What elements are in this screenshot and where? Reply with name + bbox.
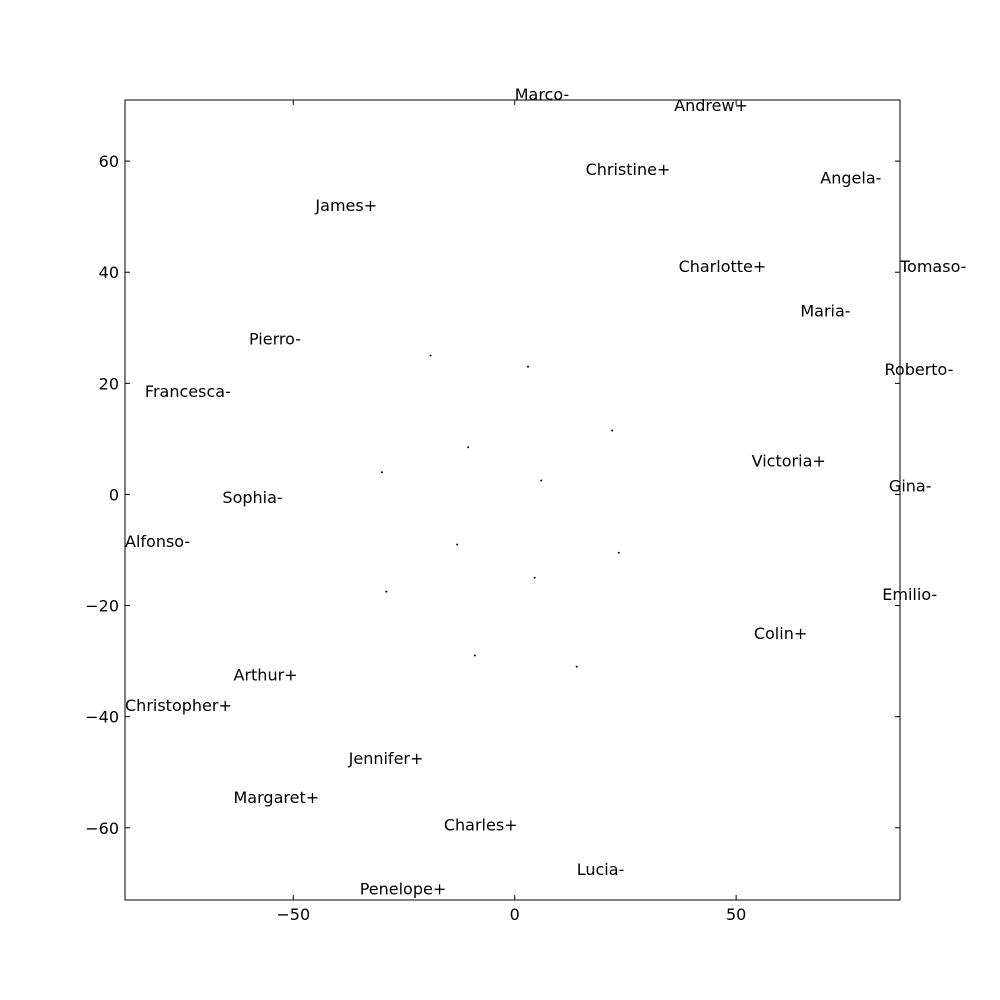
scatter-point (473, 654, 476, 657)
scatter-point (540, 479, 543, 482)
point-label: Emilio- (882, 585, 937, 604)
point-label: Colin+ (754, 624, 807, 643)
point-label: Victoria+ (752, 452, 826, 471)
scatter-point (575, 665, 578, 668)
point-label: Christopher+ (125, 696, 232, 715)
scatter-point (617, 551, 620, 554)
scatter-point (385, 590, 388, 593)
point-label: Arthur+ (234, 666, 298, 685)
x-tick-label: 0 (510, 905, 520, 924)
point-label: Angela- (820, 168, 881, 187)
y-tick-label: 0 (109, 485, 119, 504)
plot-area (125, 100, 900, 900)
ticks-layer: −50 0 50 −60 −40 −20 0 20 40 60 (85, 100, 900, 924)
scatter-point (429, 354, 432, 357)
scatter-point (527, 365, 529, 368)
scatter-point (467, 446, 470, 449)
point-label: Christine+ (586, 160, 671, 179)
labels-layer: Marco- Andrew+ Christine+ Angela- James+ Char… (125, 85, 966, 898)
y-tick-label: 60 (99, 152, 119, 171)
point-label: James+ (314, 196, 377, 215)
point-label: Sophia- (222, 488, 282, 507)
point-label: Charlotte+ (679, 257, 767, 276)
y-tick-label: −60 (85, 819, 119, 838)
point-label: Tomaso- (899, 257, 966, 276)
point-label: Marco- (515, 85, 570, 104)
plot-frame (124, 99, 901, 901)
y-tick-label: −20 (85, 597, 119, 616)
point-label: Margaret+ (234, 788, 320, 807)
scatter-point (611, 429, 614, 432)
point-label: Penelope+ (360, 879, 447, 898)
scatter-point (533, 576, 536, 579)
point-label: Andrew+ (674, 96, 748, 115)
y-tick-label: −40 (85, 708, 119, 727)
y-tick-label: 40 (99, 263, 119, 282)
point-label: Charles+ (444, 816, 518, 835)
x-tick-label: 50 (726, 905, 746, 924)
point-label: Lucia- (577, 860, 625, 879)
x-tick-label: −50 (276, 905, 310, 924)
point-label: Alfonso- (125, 532, 190, 551)
point-label: Pierro- (249, 329, 301, 348)
point-label: Maria- (800, 302, 850, 321)
scatter-point (456, 543, 459, 546)
y-tick-label: 20 (99, 374, 119, 393)
point-label: Jennifer+ (348, 749, 424, 768)
points-layer (380, 354, 620, 668)
point-label: Roberto- (885, 360, 954, 379)
point-label: Francesca- (145, 382, 231, 401)
point-label: Gina- (889, 477, 932, 496)
scatter-point (380, 471, 383, 474)
